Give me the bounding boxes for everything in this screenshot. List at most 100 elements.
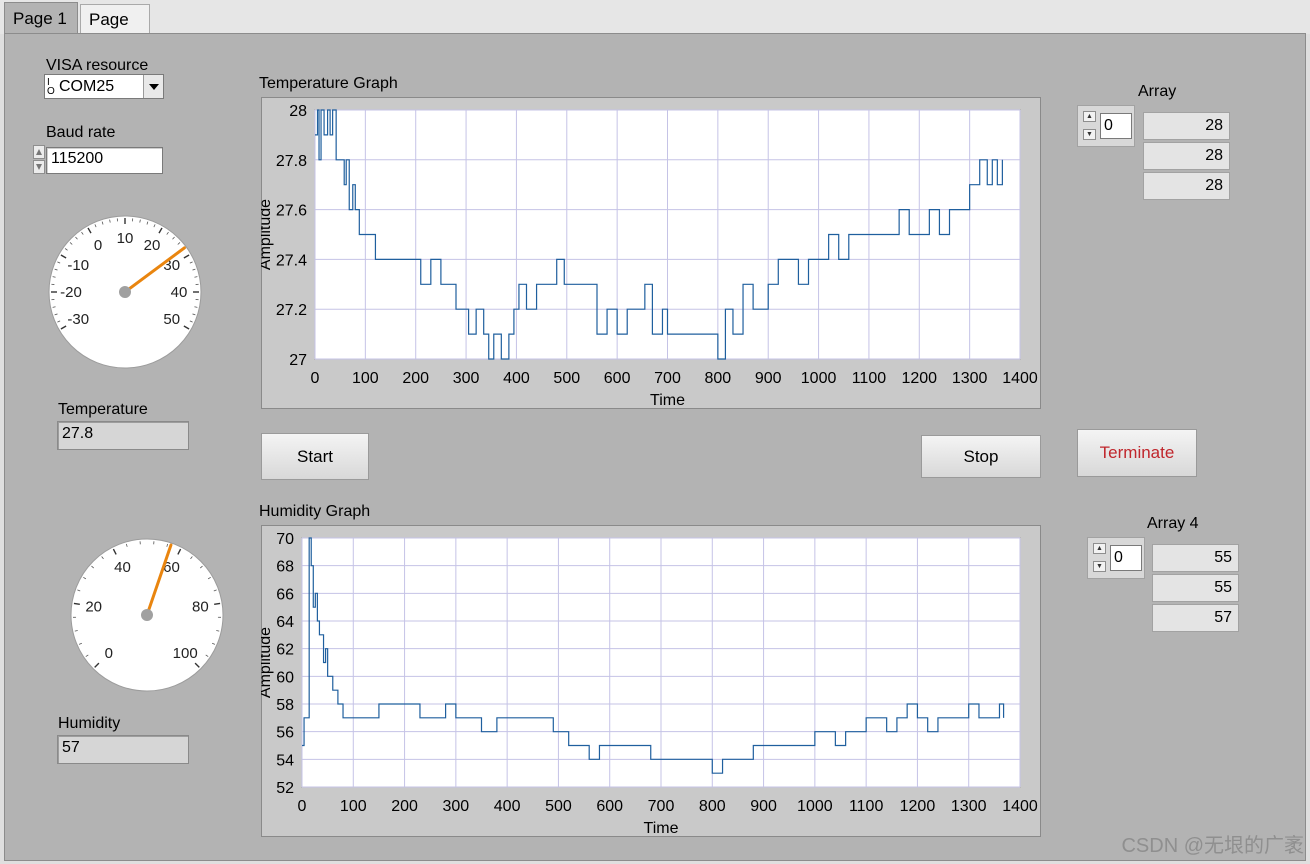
- baud-rate-field[interactable]: 115200: [46, 147, 163, 174]
- x-tick-label: 800: [705, 370, 732, 387]
- x-tick-label: 300: [443, 798, 470, 815]
- humidity-gauge-tick-label: 80: [192, 599, 209, 616]
- humidity-graph: 0 100 200 300 400 500 600 700 800 900 1000 1100 1200…: [261, 531, 1038, 837]
- humidity-gauge-tick: [73, 602, 80, 606]
- temperature-gauge-tick-label: 0: [94, 237, 102, 254]
- index-up-icon[interactable]: ▲: [1093, 543, 1106, 554]
- humidity-gauge-tick-label: 100: [173, 645, 198, 662]
- x-tick-label: 400: [494, 798, 521, 815]
- array-element: 28: [1143, 112, 1230, 140]
- x-tick-label: 1400: [1002, 798, 1038, 815]
- y-tick-label: 68: [276, 559, 294, 576]
- y-tick-label: 27.2: [276, 302, 307, 319]
- series-line: [315, 109, 1003, 360]
- humidity-gauge-tick-label: 20: [85, 599, 102, 616]
- array-element: 28: [1143, 172, 1230, 200]
- x-tick-label: 800: [699, 798, 726, 815]
- index-down-icon[interactable]: ▼: [1093, 561, 1106, 572]
- y-tick-label: 27.6: [276, 203, 307, 220]
- visa-resource-label: VISA resource: [46, 57, 149, 74]
- x-tick-label: 1000: [801, 370, 837, 387]
- terminate-button[interactable]: Terminate: [1077, 429, 1197, 477]
- x-tick-label: 400: [503, 370, 530, 387]
- array-label: Array: [1138, 83, 1177, 100]
- humidity-indicator: 57: [57, 735, 189, 764]
- y-tick-label: 66: [276, 586, 294, 603]
- array-element: 28: [1143, 142, 1230, 170]
- temperature-graph: 0 100 200 300 400 500 600 700 800 900 1000 1100 1200…: [261, 103, 1038, 409]
- humidity-gauge-tick-label: 40: [114, 559, 131, 576]
- temperature-gauge-hub: [119, 286, 131, 298]
- humidity-gauge-tick: [194, 662, 200, 668]
- x-tick-label: 600: [596, 798, 623, 815]
- temperature-gauge-tick-label: 40: [171, 284, 188, 301]
- index-up-icon[interactable]: ▲: [1083, 111, 1096, 122]
- x-tick-label: 500: [553, 370, 580, 387]
- array-index-control[interactable]: ▲ ▼ 0: [1077, 105, 1135, 147]
- x-tick-label: 700: [654, 370, 681, 387]
- array-4-index-value[interactable]: 0: [1110, 545, 1142, 571]
- tab-page-1[interactable]: Page 1: [4, 2, 78, 34]
- x-axis-label: Time: [650, 392, 685, 409]
- temperature-label: Temperature: [58, 401, 148, 418]
- x-tick-label: 1300: [951, 798, 987, 815]
- x-tick-label: 200: [402, 370, 429, 387]
- humidity-gauge-tick: [94, 662, 100, 668]
- array-index-value[interactable]: 0: [1100, 113, 1132, 139]
- x-tick-label: 1400: [1002, 370, 1038, 387]
- x-tick-label: 1000: [797, 798, 833, 815]
- y-tick-label: 60: [276, 669, 294, 686]
- y-tick-label: 54: [276, 752, 294, 769]
- baud-rate-stepper[interactable]: [33, 145, 45, 174]
- temperature-gauge-tick: [60, 325, 67, 330]
- temperature-gauge-tick-label: -30: [67, 311, 89, 328]
- x-tick-label: 1100: [852, 370, 887, 387]
- temperature-gauge-tick-label: 20: [144, 237, 161, 254]
- watermark-text: CSDN @无垠的广袤: [1121, 835, 1304, 857]
- array-4-label: Array 4: [1147, 515, 1199, 532]
- x-tick-label: 900: [750, 798, 777, 815]
- tab-page-2[interactable]: Page 2: [80, 4, 150, 49]
- x-tick-label: 900: [755, 370, 782, 387]
- temperature-gauge-tick: [183, 325, 190, 330]
- array-4-element: 57: [1152, 604, 1239, 632]
- humidity-gauge-hub: [141, 609, 153, 621]
- temperature-gauge-tick: [158, 227, 163, 234]
- x-tick-label: 1200: [901, 370, 937, 387]
- index-down-icon[interactable]: ▼: [1083, 129, 1096, 140]
- temperature-gauge-tick-label: -20: [60, 284, 82, 301]
- humidity-gauge-tick: [112, 548, 117, 555]
- tab-bar: Page 1 Page 2: [0, 0, 1310, 49]
- temperature-gauge-tick: [183, 254, 190, 259]
- array-4-index-control[interactable]: ▲ ▼ 0: [1087, 537, 1145, 579]
- series-line: [302, 537, 1005, 774]
- start-button[interactable]: Start: [261, 433, 369, 480]
- y-tick-label: 52: [276, 780, 294, 797]
- y-axis-label: Amplitude: [261, 627, 274, 698]
- x-tick-label: 100: [340, 798, 367, 815]
- y-axis-label: Amplitude: [261, 199, 274, 270]
- temperature-gauge-tick-label: 30: [163, 257, 180, 274]
- x-axis-label: Time: [644, 820, 679, 837]
- baud-rate-label: Baud rate: [46, 124, 116, 141]
- humidity-graph-title: Humidity Graph: [259, 503, 371, 520]
- temperature-indicator: 27.8: [57, 421, 189, 450]
- temperature-gauge-tick-label: 10: [117, 230, 134, 247]
- visa-resource-value: COM25: [59, 78, 115, 95]
- temperature-gauge-needle: [123, 246, 186, 294]
- y-tick-label: 27.4: [276, 252, 307, 269]
- temperature-gauge-tick-label: 50: [163, 311, 180, 328]
- humidity-gauge-tick: [177, 548, 182, 555]
- x-tick-label: 500: [545, 798, 572, 815]
- humidity-gauge-tick-label: 60: [163, 559, 180, 576]
- x-tick-label: 0: [311, 370, 320, 387]
- humidity-gauge-tick: [214, 602, 221, 606]
- chevron-down-icon[interactable]: [143, 75, 163, 98]
- x-tick-label: 300: [453, 370, 480, 387]
- array-4-element: 55: [1152, 574, 1239, 602]
- stop-button[interactable]: Stop: [921, 435, 1041, 478]
- y-tick-label: 62: [276, 642, 294, 659]
